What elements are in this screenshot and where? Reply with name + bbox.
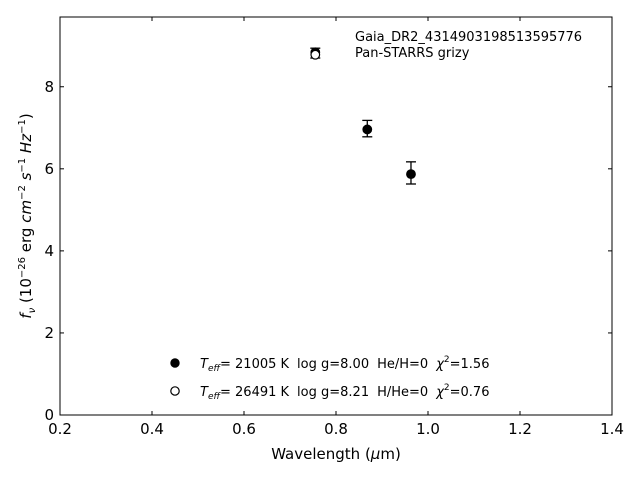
plot-frame <box>59 16 613 416</box>
x-tick-label: 0.6 <box>232 420 256 438</box>
model-point-filled <box>362 124 373 135</box>
y-tick-label: 2 <box>44 324 54 342</box>
legend-2-teff: = 26491 K <box>220 385 290 400</box>
legend-2-comp: H/He=0 <box>377 385 428 400</box>
x-tick-label: 1.4 <box>600 420 624 438</box>
y-tick-label: 8 <box>44 78 54 96</box>
model-point-filled <box>406 169 416 180</box>
legend-marker-open <box>170 386 180 396</box>
object-name-annotation: Gaia_DR2_4314903198513595776 <box>355 30 582 45</box>
y-axis-label: fν (10−26 erg cm−2 s−1 Hz−1) <box>17 113 38 318</box>
x-tick-label: 0.2 <box>48 420 72 438</box>
axis-ticks: 0.2 0.4 0.6 0.8 1.0 1.2 1.4 0 2 4 6 8 <box>44 17 624 438</box>
model-point-open <box>310 49 321 60</box>
y-tick-label: 4 <box>44 242 54 260</box>
x-tick-label: 0.4 <box>140 420 164 438</box>
x-tick-label: 1.0 <box>416 420 440 438</box>
x-axis-label: Wavelength (μm) <box>271 445 401 463</box>
legend-1-teff: = 21005 K <box>220 357 290 372</box>
legend-2-chi2: =0.76 <box>450 385 490 400</box>
x-tick-label: 0.8 <box>324 420 348 438</box>
legend-marker-filled <box>170 358 180 368</box>
legend-1-chi2: =1.56 <box>450 357 490 372</box>
plot-marks <box>310 47 416 185</box>
survey-annotation: Pan-STARRS grizy <box>355 46 470 61</box>
x-tick-label: 1.2 <box>508 420 532 438</box>
legend-1-logg: log g=8.00 <box>297 357 369 372</box>
y-tick-label: 0 <box>44 406 54 424</box>
y-tick-label: 6 <box>44 160 54 178</box>
legend-1-comp: He/H=0 <box>377 357 428 372</box>
legend-2-logg: log g=8.21 <box>297 385 369 400</box>
